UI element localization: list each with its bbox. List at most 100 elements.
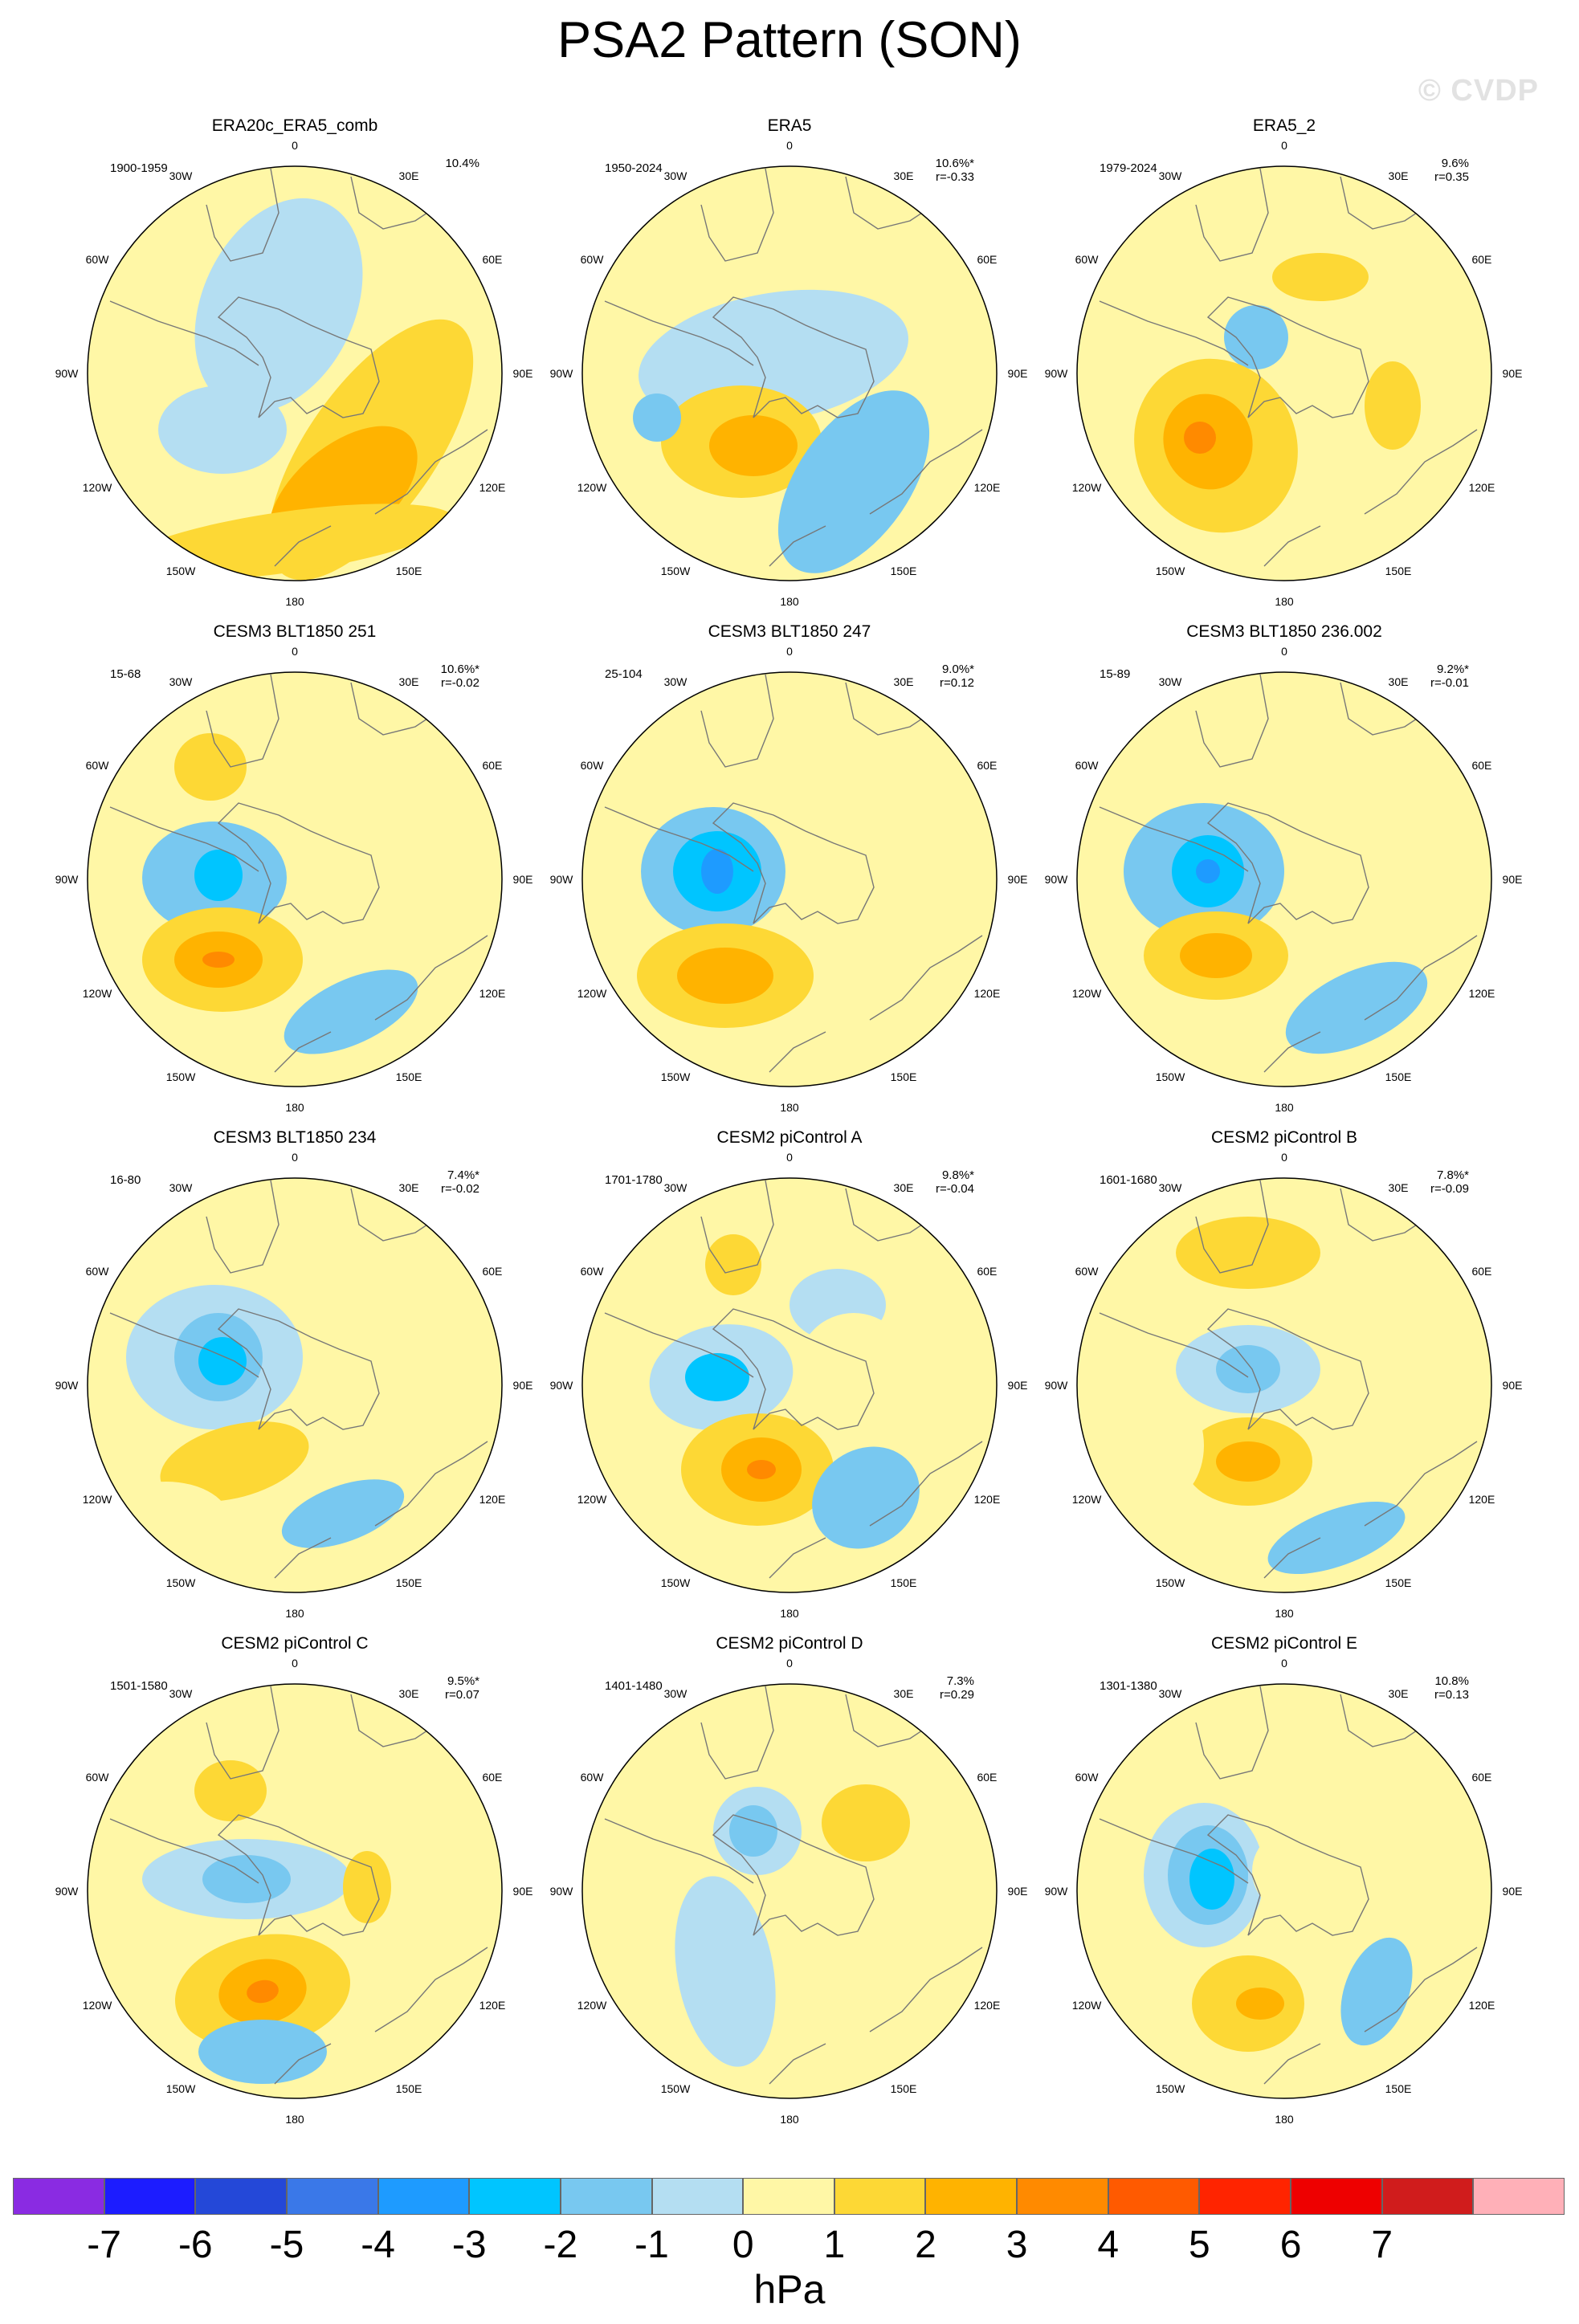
longitude-label: 90W	[55, 1885, 79, 1898]
longitude-label: 60E	[482, 1771, 503, 1784]
period-label: 15-68	[110, 667, 141, 681]
coastline-africa	[1340, 1694, 1430, 1747]
longitude-label: 120W	[577, 1493, 607, 1506]
positive-anomaly	[677, 948, 773, 1004]
longitude-label: 90E	[1502, 1885, 1523, 1898]
variance-label: 7.3%	[946, 1674, 974, 1688]
coastline-africa	[845, 682, 935, 736]
coastline-africa	[845, 176, 935, 230]
polar-map	[1076, 1177, 1492, 1593]
positive-anomaly	[747, 1460, 776, 1479]
correlation-label: r=0.35	[1434, 170, 1469, 184]
longitude-label: 120W	[82, 987, 112, 1000]
map-border	[581, 1177, 998, 1593]
coastline-peninsula	[604, 1312, 754, 1378]
longitude-label: 30W	[169, 1181, 193, 1195]
longitude-label: 120W	[1071, 1999, 1102, 2012]
correlation-label: r=-0.01	[1430, 676, 1469, 690]
period-label: 1301-1380	[1100, 1679, 1157, 1693]
colorbar-swatch	[834, 2178, 926, 2215]
negative-anomaly	[1216, 1345, 1280, 1393]
map-panel: CESM3 BLT1850 236.002 15-89 9.2%* r=-0.01 0 3…	[1039, 622, 1529, 1128]
longitude-label: 30E	[398, 1687, 419, 1701]
longitude-label: 0	[292, 645, 298, 658]
longitude-label: 60W	[580, 253, 604, 266]
colorbar-tick-label: -3	[451, 2224, 487, 2266]
polar-map	[87, 1177, 503, 1593]
coastline-peninsula	[604, 806, 754, 872]
panel-title: CESM3 BLT1850 247	[708, 622, 871, 641]
coastline-australia	[1364, 935, 1478, 1021]
coastline-peninsula	[1099, 1818, 1249, 1884]
correlation-label: r=-0.33	[936, 170, 974, 184]
longitude-label: 60W	[85, 1771, 109, 1784]
colorbar-tick-label: 0	[732, 2224, 754, 2266]
coastline-africa	[350, 682, 440, 736]
longitude-label: 90W	[549, 1379, 573, 1392]
longitude-label: 90E	[512, 873, 533, 886]
colorbar-swatch	[104, 2178, 196, 2215]
longitude-label: 90E	[1502, 367, 1523, 380]
longitude-label: 0	[292, 139, 298, 152]
colorbar-tick-label: -2	[543, 2224, 578, 2266]
longitude-label: 60E	[1471, 253, 1492, 266]
negative-anomaly	[1224, 305, 1288, 369]
correlation-label: r=0.13	[1434, 1688, 1469, 1702]
longitude-label: 150W	[660, 2081, 691, 2095]
coastline-peninsula	[109, 1818, 259, 1884]
positive-anomaly	[1176, 1217, 1320, 1289]
longitude-label: 180	[1275, 1607, 1294, 1620]
negative-anomaly	[202, 1855, 291, 1903]
map-panel: CESM2 piControl B 1601-1680 7.8%* r=-0.09 0 3…	[1039, 1128, 1529, 1634]
coastline-peninsula	[1099, 806, 1249, 872]
coastline-antarctica	[712, 802, 875, 924]
stats-label: 7.4%* r=-0.02	[441, 1168, 479, 1196]
stats-label: 10.6%* r=-0.02	[441, 663, 479, 690]
negative-anomaly	[198, 2020, 327, 2084]
longitude-label: 90E	[512, 1379, 533, 1392]
map-border	[87, 165, 503, 581]
map-panel: CESM3 BLT1850 251 15-68 10.6%* r=-0.02 0 30E 6…	[50, 622, 540, 1128]
longitude-label: 120W	[82, 1493, 112, 1506]
positive-anomaly	[1184, 422, 1216, 454]
longitude-label: 60W	[1075, 1265, 1099, 1278]
map-border	[581, 1683, 998, 2099]
coastline-south-america	[1195, 1180, 1269, 1274]
negative-anomaly	[281, 1479, 405, 1548]
longitude-label: 90W	[1044, 1885, 1068, 1898]
coastline-australia	[869, 935, 983, 1021]
longitude-label: 60W	[1075, 759, 1099, 772]
longitude-label: 0	[786, 139, 793, 152]
correlation-label: r=0.07	[445, 1688, 479, 1702]
background-field	[1077, 166, 1491, 581]
negative-anomaly	[675, 1876, 776, 2067]
polar-map	[1076, 165, 1492, 581]
variance-label: 10.6%*	[935, 157, 974, 170]
positive-anomaly	[705, 1234, 761, 1295]
coastline-australia	[374, 935, 488, 1021]
negative-anomaly	[198, 1337, 247, 1385]
stats-label: 7.8%* r=-0.09	[1430, 1168, 1469, 1196]
longitude-label: 180	[285, 595, 304, 608]
stats-label: 9.6% r=0.35	[1434, 157, 1469, 184]
longitude-label: 60W	[85, 1265, 109, 1278]
positive-anomaly	[247, 1979, 279, 2004]
correlation-label: r=-0.02	[441, 676, 479, 690]
longitude-label: 90W	[549, 1885, 573, 1898]
longitude-label: 30W	[1158, 1687, 1182, 1701]
longitude-label: 30W	[169, 169, 193, 183]
coastline-peninsula	[109, 1312, 259, 1378]
longitude-label: 90W	[1044, 367, 1068, 380]
coastline-australia	[374, 429, 488, 515]
coastline-new-zealand	[769, 525, 826, 567]
coastline-new-zealand	[769, 2043, 826, 2085]
negative-anomaly	[639, 289, 908, 426]
longitude-label: 90E	[512, 1885, 533, 1898]
colorbar-tick-label: -1	[634, 2224, 669, 2266]
coastline-australia	[374, 1947, 488, 2032]
colorbar-tick-label: 2	[915, 2224, 936, 2266]
colorbar-tick-label: 6	[1279, 2224, 1302, 2266]
period-label: 15-89	[1100, 667, 1131, 681]
longitude-label: 120W	[1071, 481, 1102, 494]
coastline-africa	[1340, 682, 1430, 736]
